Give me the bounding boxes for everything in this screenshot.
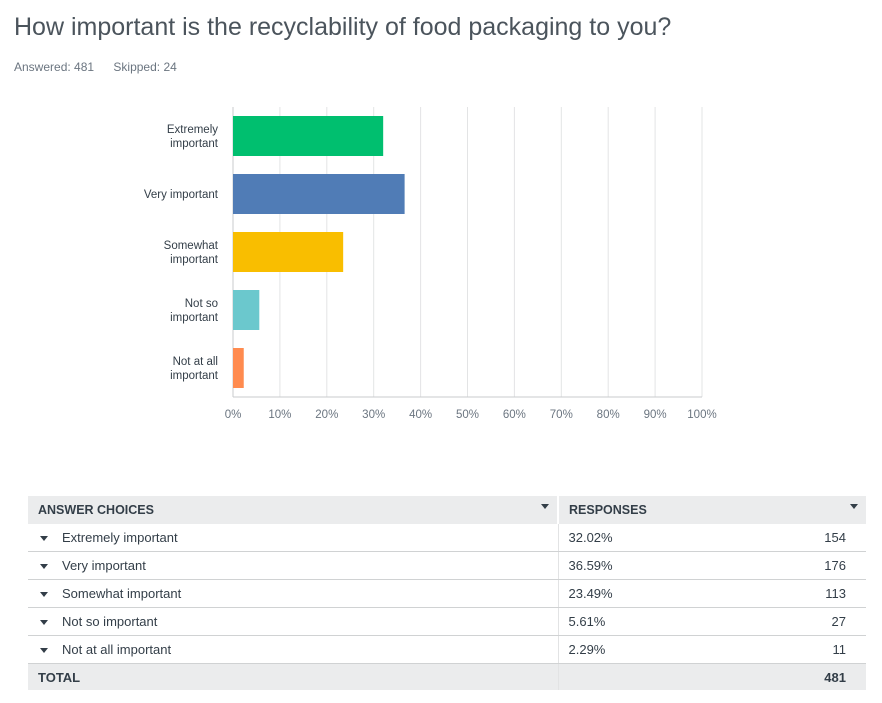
x-tick-label: 50%: [456, 409, 479, 421]
count-cell: 176: [728, 551, 866, 580]
percent-cell: 23.49%: [558, 579, 729, 608]
category-label: important: [170, 312, 219, 324]
table-row: Not at all important 2.29% 11: [28, 635, 866, 664]
header-answer-choices-label: ANSWER CHOICES: [38, 503, 154, 517]
x-tick-label: 80%: [597, 409, 620, 421]
choice-cell: Not at all important: [28, 635, 559, 664]
table-row: Not so important 5.61% 27: [28, 607, 866, 636]
x-tick-label: 40%: [409, 409, 432, 421]
x-tick-label: 30%: [362, 409, 385, 421]
x-tick-label: 0%: [225, 409, 242, 421]
expand-icon[interactable]: [40, 564, 48, 570]
answered-count: Answered: 481: [14, 60, 95, 74]
expand-icon[interactable]: [40, 620, 48, 626]
table-row: Somewhat important 23.49% 113: [28, 579, 866, 608]
category-label: important: [170, 370, 219, 382]
percent-cell: 32.02%: [558, 524, 729, 552]
x-tick-label: 20%: [315, 409, 338, 421]
percent-cell: 5.61%: [558, 607, 729, 636]
choice-cell: Very important: [28, 551, 559, 580]
choice-label: Very important: [62, 558, 146, 573]
bar: [233, 232, 344, 272]
header-answer-choices[interactable]: ANSWER CHOICES: [28, 496, 559, 524]
choice-cell: Somewhat important: [28, 579, 559, 608]
count-cell: 11: [728, 635, 866, 664]
category-label: Not so: [185, 298, 218, 310]
sort-choices-icon[interactable]: [541, 504, 549, 509]
total-label: TOTAL: [28, 663, 559, 690]
bar: [233, 348, 244, 388]
results-table: ANSWER CHOICES RESPONSES Extremely impor…: [28, 496, 866, 690]
expand-icon[interactable]: [40, 648, 48, 654]
total-spacer: [558, 663, 729, 690]
count-cell: 154: [728, 524, 866, 552]
category-label: Somewhat: [164, 240, 219, 252]
choice-label: Not at all important: [62, 642, 172, 657]
count-cell: 27: [728, 607, 866, 636]
x-tick-label: 100%: [687, 409, 716, 421]
percent-cell: 36.59%: [558, 551, 729, 580]
sort-responses-icon[interactable]: [850, 504, 858, 509]
choice-label: Not so important: [62, 614, 158, 629]
category-label: Very important: [144, 189, 219, 201]
header-responses[interactable]: RESPONSES: [558, 496, 866, 524]
expand-icon[interactable]: [40, 536, 48, 542]
x-tick-label: 10%: [268, 409, 291, 421]
choice-cell: Not so important: [28, 607, 559, 636]
count-cell: 113: [728, 579, 866, 608]
percent-cell: 2.29%: [558, 635, 729, 664]
table-row: Very important 36.59% 176: [28, 551, 866, 580]
choice-label: Somewhat important: [62, 586, 182, 601]
category-label: Not at all: [173, 356, 218, 368]
x-tick-label: 90%: [644, 409, 667, 421]
bar: [233, 174, 405, 214]
question-title: How important is the recyclability of fo…: [14, 13, 672, 41]
table-row: Extremely important 32.02% 154: [28, 524, 866, 552]
bar-chart: 0% 10% 20% 30% 40% 50% 60% 70% 80% 90% 100% Extreme…: [144, 107, 717, 421]
response-stats: Answered: 481 Skipped: 24: [14, 60, 193, 74]
expand-icon[interactable]: [40, 592, 48, 598]
choice-label: Extremely important: [62, 530, 178, 545]
bar: [233, 116, 384, 156]
choice-cell: Extremely important: [28, 524, 559, 552]
category-label: important: [170, 138, 219, 150]
x-tick-label: 60%: [503, 409, 526, 421]
total-count: 481: [728, 663, 866, 690]
category-label: Extremely: [167, 124, 218, 136]
category-label: important: [170, 254, 219, 266]
x-tick-label: 70%: [550, 409, 573, 421]
bar: [233, 290, 260, 330]
header-responses-label: RESPONSES: [569, 503, 647, 517]
total-row: TOTAL 481: [28, 663, 866, 690]
skipped-count: Skipped: 24: [113, 60, 177, 74]
